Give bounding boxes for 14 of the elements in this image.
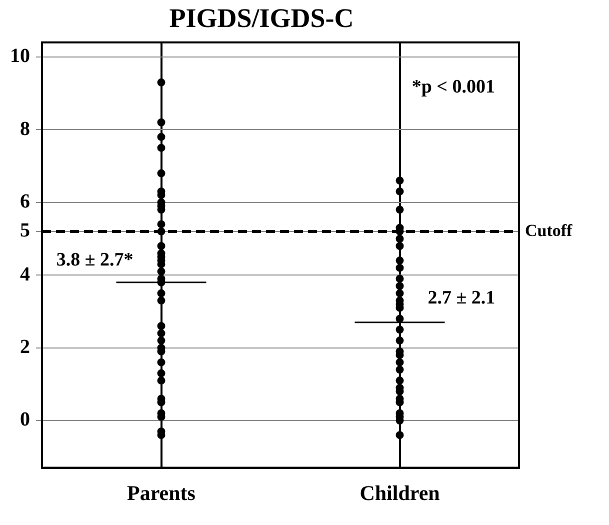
y-tick-label: 2 (20, 336, 30, 358)
y-tick-label: 5 (20, 220, 30, 242)
x-tick-label: Children (360, 480, 440, 505)
ref-line-label: Cutoff (525, 220, 573, 240)
y-tick-label: 6 (20, 190, 30, 213)
annotation: *p < 0.001 (412, 76, 495, 98)
y-tick-label: 4 (20, 263, 30, 286)
annotation: 3.8 ± 2.7* (56, 249, 134, 270)
chart-title: PIGDS/IGDS-C (169, 3, 354, 34)
y-tick-label: 8 (20, 118, 30, 140)
x-tick-label: Parents (127, 480, 196, 505)
annotation: 2.7 ± 2.1 (428, 287, 496, 308)
y-tick-label: 0 (20, 408, 30, 431)
y-tick-label: 10 (10, 45, 30, 68)
